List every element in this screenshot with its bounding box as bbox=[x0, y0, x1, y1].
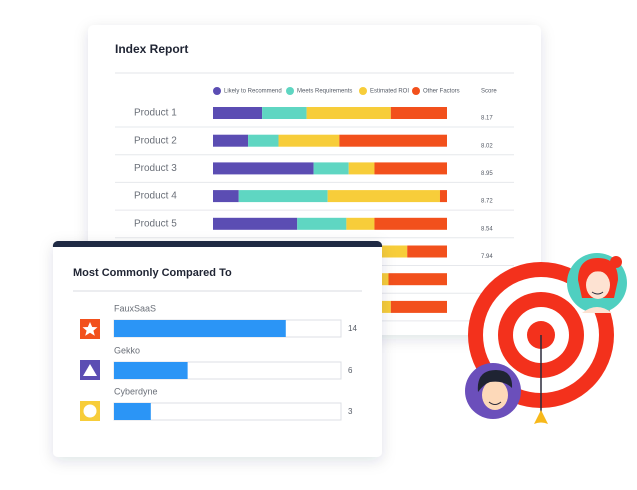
bar-segment bbox=[327, 190, 440, 203]
bar-segment bbox=[248, 134, 279, 147]
y-tick-label: Product 3 bbox=[134, 163, 177, 174]
bar-segment bbox=[346, 217, 375, 230]
y-tick-label: Cyberdyne bbox=[114, 386, 158, 396]
avatar-neck bbox=[582, 307, 612, 313]
avatar-face bbox=[586, 271, 610, 299]
target-illustration bbox=[465, 253, 627, 424]
bar-segment bbox=[374, 162, 447, 175]
legend-label: Likely to Recommend bbox=[224, 89, 282, 95]
bar bbox=[114, 403, 151, 420]
bar-segment bbox=[278, 134, 340, 147]
y-tick-label: Product 2 bbox=[134, 135, 177, 146]
score: 8.02 bbox=[481, 143, 493, 149]
card-title: Index Report bbox=[115, 42, 188, 56]
legend-swatch bbox=[286, 87, 294, 95]
legend-label: Estimated ROI bbox=[370, 89, 409, 95]
arrow-fletch bbox=[534, 410, 548, 424]
bar-segment bbox=[297, 217, 347, 230]
icon-star bbox=[82, 322, 98, 336]
bar-segment bbox=[262, 107, 307, 119]
card-title: Most Commonly Compared To bbox=[73, 267, 232, 279]
bar bbox=[114, 362, 188, 379]
bar-segment bbox=[213, 107, 263, 119]
bar-segment bbox=[407, 245, 447, 258]
value-label: 14 bbox=[348, 324, 357, 333]
score: 7.94 bbox=[481, 254, 493, 260]
bar-segment bbox=[213, 134, 249, 147]
bar-segment bbox=[213, 190, 239, 203]
legend-swatch bbox=[412, 87, 420, 95]
score: 8.72 bbox=[481, 199, 493, 205]
bar-segment bbox=[213, 217, 298, 230]
legend-swatch bbox=[359, 87, 367, 95]
score: 8.95 bbox=[481, 171, 493, 177]
avatar-smile bbox=[488, 401, 502, 405]
y-tick-label: Product 1 bbox=[134, 108, 177, 119]
value-label: 3 bbox=[348, 407, 353, 416]
bar bbox=[114, 320, 286, 337]
bar-segment bbox=[213, 162, 314, 175]
bar-segment bbox=[390, 300, 447, 313]
avatar-bangs bbox=[586, 268, 610, 276]
y-tick-label: Product 4 bbox=[134, 191, 177, 202]
score-header: Score bbox=[481, 89, 497, 95]
avatar-bun bbox=[610, 256, 622, 268]
icon-circle bbox=[83, 404, 97, 418]
legend-swatch bbox=[213, 87, 221, 95]
avatar-face bbox=[482, 380, 508, 410]
avatar-smile bbox=[591, 291, 604, 295]
bar-segment bbox=[313, 162, 349, 175]
y-tick-label: Product 5 bbox=[134, 218, 177, 229]
y-tick-label: Gekko bbox=[114, 345, 140, 355]
score: 8.54 bbox=[481, 226, 493, 232]
bar-segment bbox=[374, 217, 447, 230]
score: 8.17 bbox=[481, 116, 493, 122]
bar-segment bbox=[238, 190, 328, 203]
y-tick-label: FauxSaaS bbox=[114, 303, 156, 313]
card-top-bar bbox=[52, 240, 383, 247]
bar-segment bbox=[439, 190, 447, 203]
value-label: 6 bbox=[348, 366, 353, 375]
legend-label: Other Factors bbox=[423, 89, 460, 95]
bar-segment bbox=[390, 107, 447, 119]
icon-triangle bbox=[83, 364, 97, 376]
bar-segment bbox=[388, 273, 447, 286]
bar-segment bbox=[339, 134, 447, 147]
compared-card: Most Commonly Compared To FauxSaaS 14 Gekk… bbox=[52, 240, 383, 457]
legend-label: Meets Requirements bbox=[297, 89, 352, 95]
bar-segment bbox=[306, 107, 391, 119]
bar-segment bbox=[348, 162, 375, 175]
avatar-hair bbox=[477, 370, 513, 392]
